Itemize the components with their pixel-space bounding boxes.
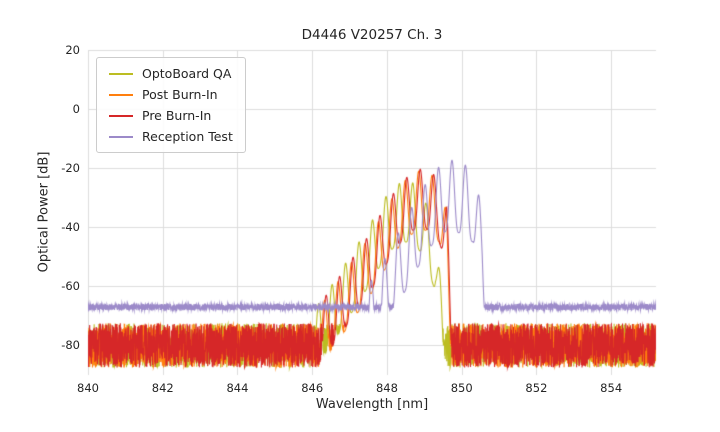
x-tick-label: 852 — [525, 381, 548, 395]
legend-label: OptoBoard QA — [142, 66, 232, 81]
chart-title: D4446 V20257 Ch. 3 — [301, 27, 443, 43]
legend-line-swatch — [109, 93, 133, 96]
y-tick-label: -60 — [61, 279, 80, 294]
x-tick-label: 848 — [375, 381, 398, 395]
x-tick-label: 854 — [600, 381, 623, 395]
y-tick-label: -20 — [61, 161, 80, 176]
legend-line-swatch — [109, 135, 133, 138]
legend-item: Reception Test — [109, 129, 233, 144]
legend-line-swatch — [109, 72, 133, 75]
y-axis-label: Optical Power [dB] — [36, 151, 52, 273]
legend-label: Pre Burn-In — [142, 108, 212, 123]
y-tick-label: -40 — [61, 220, 80, 235]
legend-line-swatch — [109, 114, 133, 117]
legend-label: Reception Test — [142, 129, 233, 144]
y-tick-label: 20 — [65, 43, 80, 57]
legend-item: Pre Burn-In — [109, 108, 233, 123]
x-tick-label: 842 — [151, 381, 174, 395]
x-tick-label: 850 — [450, 381, 473, 395]
y-tick-label: -80 — [61, 338, 80, 353]
x-tick-label: 840 — [77, 381, 99, 395]
x-tick-label: 846 — [301, 381, 324, 395]
legend: OptoBoard QA Post Burn-In Pre Burn-In Recep… — [96, 57, 246, 153]
y-tick-label: 0 — [72, 102, 80, 117]
legend-item: Post Burn-In — [109, 87, 233, 102]
legend-item: OptoBoard QA — [109, 66, 233, 81]
x-axis-label: Wavelength [nm] — [315, 397, 429, 412]
x-tick-label: 844 — [226, 381, 249, 395]
legend-label: Post Burn-In — [142, 87, 218, 102]
